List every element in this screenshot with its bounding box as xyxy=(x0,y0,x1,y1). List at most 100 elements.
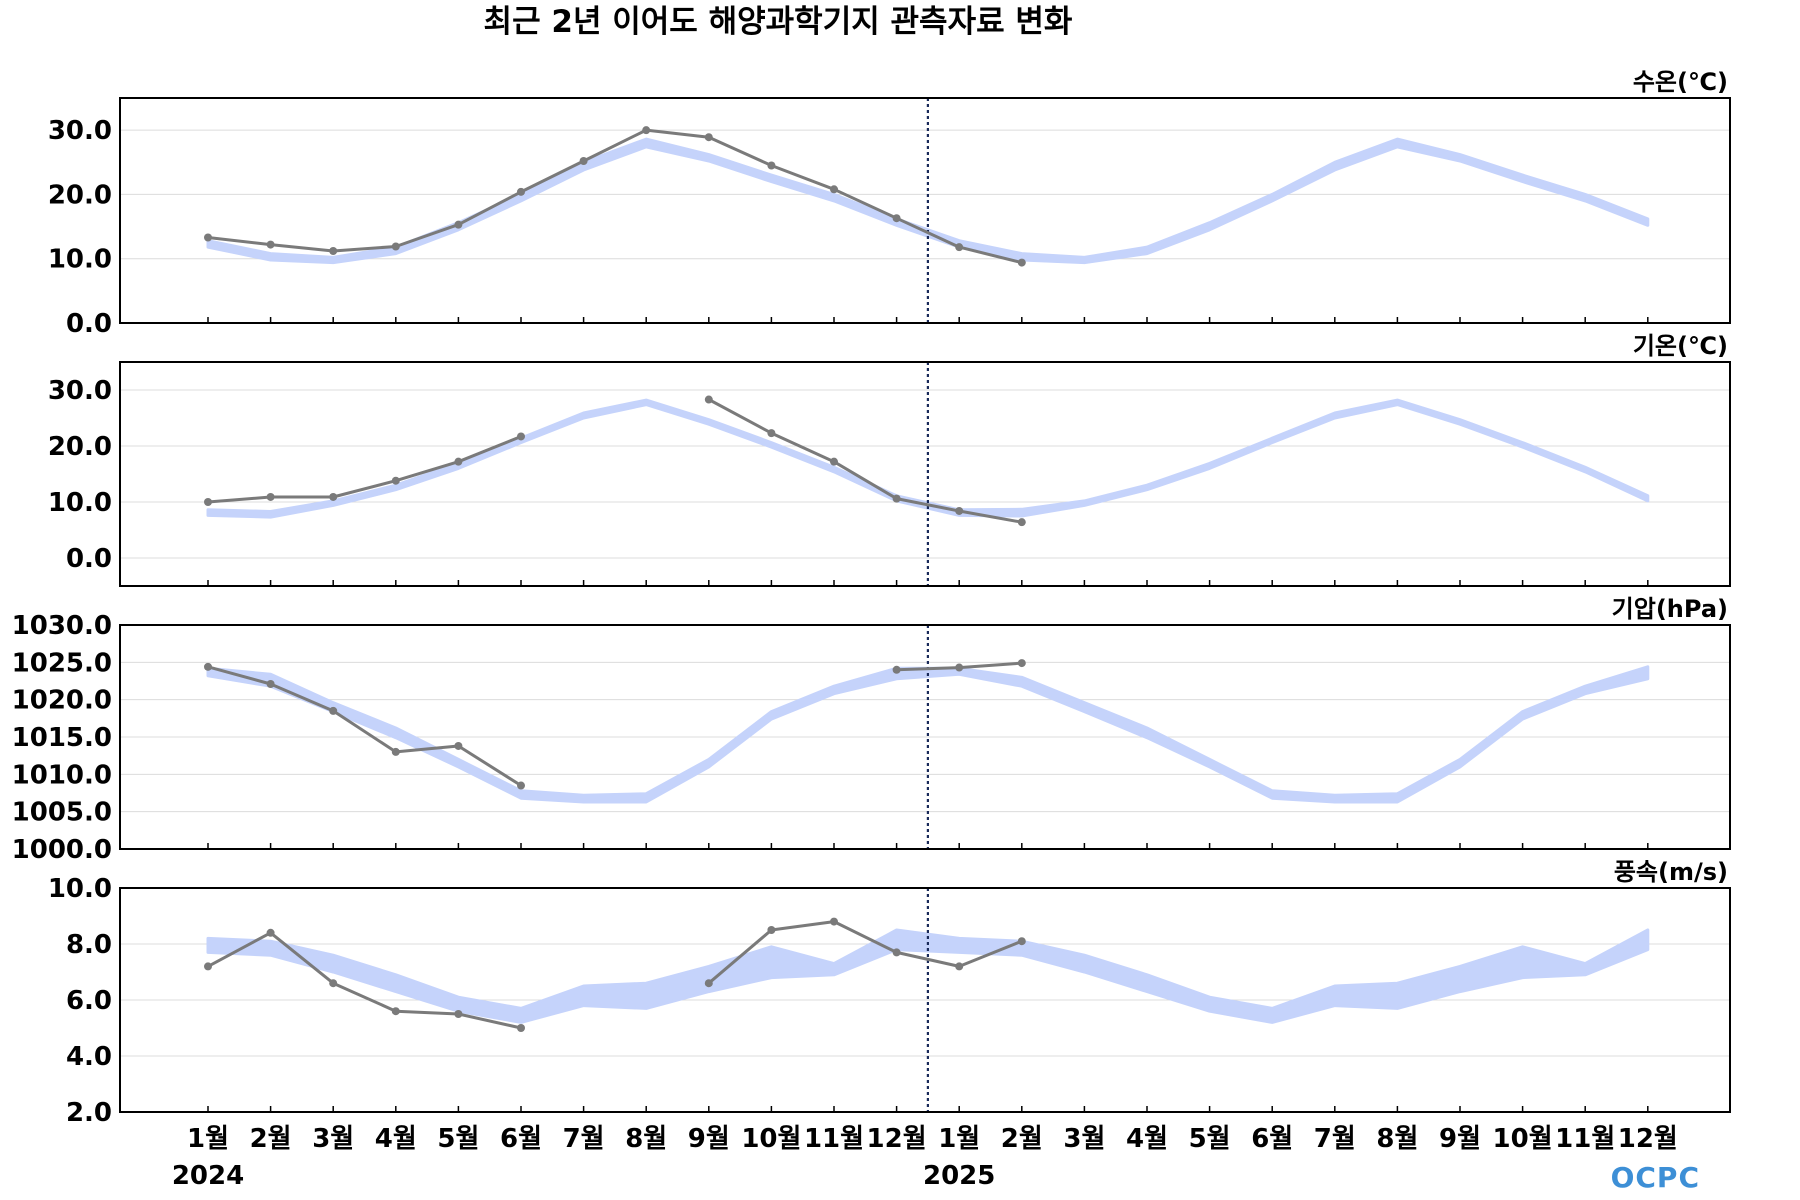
y-tick-label: 6.0 xyxy=(66,986,112,1016)
observed-point xyxy=(1017,518,1026,527)
x-tick-label: 6월 xyxy=(1251,1124,1293,1154)
panel-label: 기압(hPa) xyxy=(1612,595,1728,623)
y-tick-label: 30.0 xyxy=(48,116,112,146)
observed-point xyxy=(204,962,212,971)
x-tick-label: 10월 xyxy=(741,1124,801,1154)
climatology-band xyxy=(206,928,1650,1024)
observed-point xyxy=(704,979,713,988)
y-tick-label: 1030.0 xyxy=(12,611,112,641)
observed-point xyxy=(517,432,525,441)
observed-point xyxy=(955,663,964,672)
panel-label: 기온(℃) xyxy=(1633,332,1728,360)
climatology-band xyxy=(206,665,1650,804)
x-tick-label: 2월 xyxy=(250,1124,292,1154)
observed-point xyxy=(454,741,463,750)
x-tick-label: 11월 xyxy=(804,1124,864,1154)
panel-label: 풍속(m/s) xyxy=(1614,858,1728,886)
x-tick-label: 3월 xyxy=(1063,1124,1105,1154)
observed-series-line xyxy=(207,931,522,1030)
x-tick-label: 12월 xyxy=(867,1124,927,1154)
x-axis: 1월 2월 3월 4월 5월 6월 7월 8월 9월 10월 11월 12월 1월 2월 3월 4월 5월 6월 7… xyxy=(172,1124,1678,1191)
year-label: 2024 xyxy=(172,1161,244,1191)
y-tick-label: 8.0 xyxy=(66,930,112,960)
chart-panel-2: 0.0 10.0 20.0 30.0 기온(℃) xyxy=(48,332,1731,587)
panel-label: 수온(℃) xyxy=(1633,68,1728,96)
observed-point xyxy=(517,781,525,790)
y-tick-label: 0.0 xyxy=(66,309,112,339)
observed-point xyxy=(266,240,275,249)
y-tick-label: 10.0 xyxy=(48,245,112,275)
y-tick-label: 1020.0 xyxy=(12,686,112,716)
observed-point xyxy=(704,395,713,404)
observed-series-line xyxy=(207,435,522,504)
x-tick-label: 1월 xyxy=(938,1124,980,1154)
x-tick-label: 5월 xyxy=(1189,1124,1231,1154)
observed-point xyxy=(204,233,212,242)
chart-panel-3: 1000.0 1005.0 1010.0 1015.0 1020.0 1025.0 1030… xyxy=(12,595,1731,865)
observed-point xyxy=(204,662,212,671)
y-tick-label: 1010.0 xyxy=(12,760,112,790)
observed-point xyxy=(266,492,275,501)
observed-point xyxy=(329,492,338,501)
observed-point xyxy=(704,133,713,142)
observed-point xyxy=(767,161,776,170)
observed-point xyxy=(955,506,964,515)
chart-panel-4: 2.0 4.0 6.0 8.0 10.0 풍속(m/s) xyxy=(48,858,1731,1128)
y-tick-label: 1025.0 xyxy=(12,648,112,678)
y-tick-label: 1015.0 xyxy=(12,723,112,753)
x-tick-label: 3월 xyxy=(312,1124,354,1154)
x-tick-label: 10월 xyxy=(1493,1124,1553,1154)
observed-point xyxy=(517,187,525,196)
observed-point xyxy=(830,457,838,466)
y-tick-label: 10.0 xyxy=(48,488,112,518)
observed-point xyxy=(329,247,338,255)
observed-point xyxy=(329,706,338,715)
y-tick-label: 4.0 xyxy=(66,1042,112,1072)
observed-series-line xyxy=(707,920,1023,985)
y-tick-label: 1005.0 xyxy=(12,798,112,828)
plot-frame xyxy=(119,361,1731,587)
observed-point xyxy=(454,220,463,229)
x-tick-label: 11월 xyxy=(1555,1124,1615,1154)
observed-point xyxy=(1017,258,1026,267)
observed-point xyxy=(266,928,275,937)
y-tick-label: 2.0 xyxy=(66,1098,112,1128)
observed-series-line xyxy=(207,665,522,787)
observed-point xyxy=(830,185,838,194)
observed-point xyxy=(454,457,463,466)
x-tick-label: 4월 xyxy=(375,1124,417,1154)
y-tick-label: 30.0 xyxy=(48,376,112,406)
y-tick-label: 0.0 xyxy=(66,544,112,574)
observed-point xyxy=(391,1007,400,1016)
plot-frame xyxy=(119,624,1731,850)
observed-point xyxy=(892,948,901,957)
observed-point xyxy=(329,979,338,988)
observed-point xyxy=(454,1010,463,1018)
x-tick-label: 1월 xyxy=(187,1124,229,1154)
logo-text: OCPC xyxy=(1611,1161,1700,1194)
x-tick-label: 9월 xyxy=(688,1124,730,1154)
observed-point xyxy=(955,243,964,252)
observed-series-line xyxy=(207,128,1023,265)
observed-point xyxy=(391,747,400,756)
observed-point xyxy=(1017,659,1026,668)
x-tick-label: 8월 xyxy=(625,1124,667,1154)
observed-point xyxy=(767,429,776,438)
y-tick-label: 10.0 xyxy=(48,874,112,904)
year-label: 2025 xyxy=(923,1161,995,1191)
x-tick-label: 9월 xyxy=(1439,1124,1481,1154)
chart-title: 최근 2년 이어도 해양과학기지 관측자료 변화 xyxy=(484,4,1073,40)
x-tick-label: 2월 xyxy=(1001,1124,1043,1154)
observed-point xyxy=(892,214,901,223)
observed-point xyxy=(1017,937,1026,946)
x-tick-label: 5월 xyxy=(437,1124,479,1154)
observed-point xyxy=(830,917,838,926)
y-tick-label: 20.0 xyxy=(48,432,112,462)
observed-point xyxy=(767,926,776,934)
ocpc-logo: OCPC xyxy=(1611,1161,1700,1194)
plot-frame xyxy=(119,887,1731,1113)
x-tick-label: 12월 xyxy=(1618,1124,1678,1154)
x-tick-label: 8월 xyxy=(1376,1124,1418,1154)
observed-point xyxy=(266,679,275,688)
